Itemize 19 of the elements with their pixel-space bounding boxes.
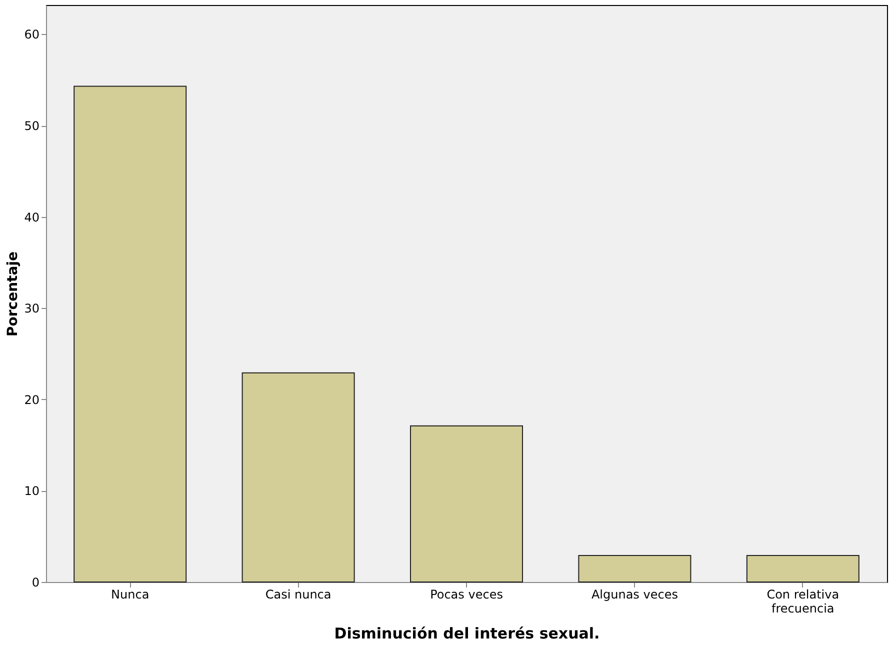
y-tick-label: 10: [24, 484, 40, 498]
x-tick-label: Pocas veces: [430, 588, 503, 602]
y-tick-label: 40: [24, 210, 40, 224]
y-tick-label: 20: [24, 392, 40, 407]
bar: [242, 372, 355, 582]
bar: [410, 425, 523, 582]
bar: [746, 555, 860, 582]
x-tick-label: Algunas veces: [591, 588, 678, 602]
bar: [578, 555, 692, 582]
y-tick-label: 60: [24, 28, 40, 42]
y-tick-label: 50: [24, 119, 40, 134]
x-tick-label: Con relativa frecuencia: [766, 588, 840, 616]
x-tick-label: Casi nunca: [265, 588, 332, 602]
bar: [74, 86, 187, 582]
y-tick-label: 30: [24, 302, 40, 316]
y-tick-label: 0: [32, 576, 40, 590]
y-axis-title: Porcentaje: [5, 252, 22, 336]
x-tick-label: Nunca: [111, 588, 150, 602]
x-axis-title: Disminución del interés sexual.: [334, 624, 600, 642]
